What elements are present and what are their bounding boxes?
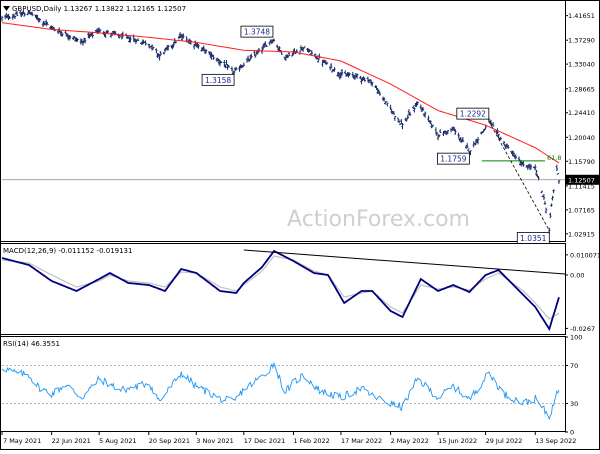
price-annotation-box [240, 25, 274, 38]
price-annotation-box [201, 73, 235, 86]
axis-layer: 1.41651 1.37290 1.33040 1.28665 1.24410 1.200… [1, 12, 600, 445]
price-panel-frame [0, 0, 566, 242]
fib-level-label: 61.8 [547, 154, 561, 162]
price-panel-header: GBPUSD,Daily 1.13267 1.13822 1.12165 1.1… [12, 5, 186, 13]
price-axis-label: 1.02915 [568, 230, 595, 238]
price-annotation-label: 1.3158 [205, 76, 231, 85]
date-axis-label: 17 Mar 2022 [341, 437, 382, 445]
price-axis-label: 1.24410 [568, 109, 595, 117]
watermark: ActionForex.com [287, 207, 470, 232]
price-annotation-label: 1.0351 [520, 234, 546, 243]
macd-line [1, 249, 560, 332]
price-axis-label: 1.41651 [568, 12, 595, 20]
price-annotation-label: 1.2292 [460, 110, 486, 119]
macd-axis-label: 0.010071 [570, 251, 600, 259]
date-axis-label: 2 May 2022 [391, 437, 429, 445]
triangle-down-icon[interactable] [3, 6, 10, 11]
date-axis-label: 29 Jul 2022 [486, 437, 523, 445]
price-layer: 61.8 1.3748 1.3158 1.2292 1.1759 1.0351 [0, 10, 565, 244]
dashed-trendline [488, 120, 550, 231]
rsi-axis-label: 0 [570, 429, 574, 437]
price-axis-label: 1.15790 [568, 158, 595, 166]
macd-layer [1, 249, 566, 332]
rsi-axis-label: 100 [570, 334, 582, 342]
price-annotation-box [456, 107, 490, 120]
price-annotation-label: 1.3748 [244, 28, 270, 37]
rsi-axis-label: 70 [570, 362, 578, 370]
date-axis-label: 5 Aug 2021 [99, 437, 137, 445]
current-price-label: 1.12507 [568, 176, 595, 184]
macd-trendline [243, 249, 566, 275]
macd-panel-frame [0, 243, 566, 335]
date-axis-label: 15 Jun 2022 [438, 437, 477, 445]
date-axis-label: 13 Sep 2022 [535, 437, 576, 445]
current-price-box [566, 174, 599, 185]
macd-signal-line [1, 255, 560, 320]
date-axis-label: 1 Feb 2022 [293, 437, 329, 445]
rsi-panel-frame [0, 336, 566, 432]
price-annotation-box [437, 152, 470, 165]
price-annotation-box [516, 232, 550, 244]
price-axis-label: 1.11415 [568, 182, 595, 190]
rsi-panel-header: RSI(14) 46.3551 [3, 340, 60, 348]
rsi-line [1, 361, 560, 421]
date-axis-label: 3 Nov 2021 [196, 437, 234, 445]
price-axis-label: 1.20040 [568, 134, 595, 142]
price-axis-label: 1.07165 [568, 206, 595, 214]
date-axis-label: 20 Sep 2021 [149, 437, 190, 445]
price-axis-label: 1.28665 [568, 85, 595, 93]
macd-panel-header: MACD(12,26,9) -0.011152 -0.019131 [3, 247, 132, 255]
macd-axis-label: -0.0267 [570, 325, 595, 333]
macd-axis-label: 0.00 [570, 272, 584, 280]
date-axis-label: 7 May 2021 [3, 437, 41, 445]
date-axis-label: 17 Dec 2021 [244, 437, 286, 445]
price-annotation-label: 1.1759 [440, 155, 466, 164]
price-axis-label: 1.37290 [568, 37, 595, 45]
price-axis-label: 1.33040 [568, 61, 595, 69]
date-axis-label: 22 Jun 2021 [52, 437, 91, 445]
rsi-layer [1, 361, 565, 421]
rsi-axis-label: 30 [570, 400, 578, 408]
